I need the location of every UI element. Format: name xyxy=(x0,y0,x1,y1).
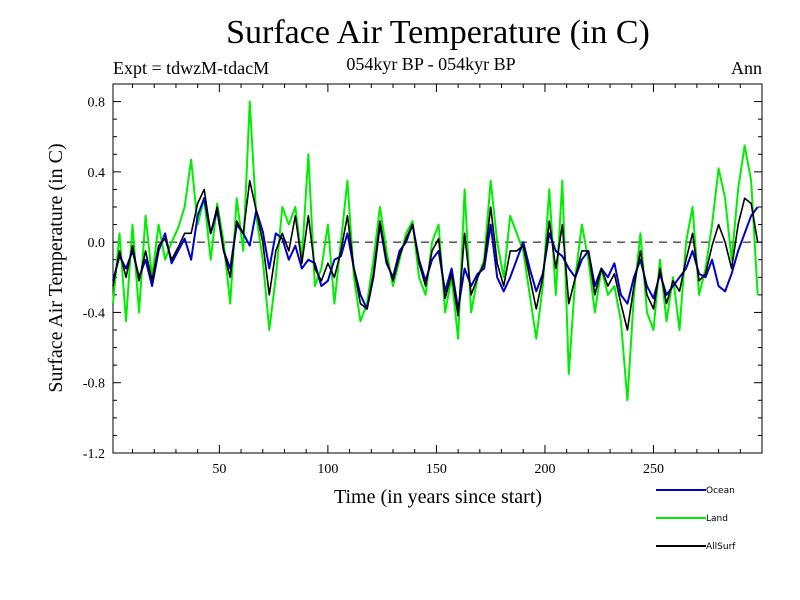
season-label: Ann xyxy=(731,58,762,78)
y-tick-label: -1.2 xyxy=(83,447,105,462)
y-tick-label: -0.8 xyxy=(83,377,105,392)
series-line-land xyxy=(112,100,759,402)
y-tick-label: 0.4 xyxy=(88,166,106,181)
plot-area-frame xyxy=(112,83,763,454)
y-tick-label: 0.8 xyxy=(88,96,106,111)
legend-label-land: Land xyxy=(706,514,728,524)
legend: Ocean Land AllSurf xyxy=(656,486,736,552)
experiment-label: Expt = tdwzM-tdacM xyxy=(113,58,270,78)
axis-ticks: 50 100 150 200 250 0.8 0.4 0.0 -0.4 -0.8 -1.2 xyxy=(83,83,762,477)
y-axis-title: Surface Air Temperature (in C) xyxy=(45,143,67,392)
period-label: 054kyr BP - 054kyr BP xyxy=(346,54,516,74)
chart-title: Surface Air Temperature (in C) xyxy=(226,14,650,51)
y-tick-label: 0.0 xyxy=(88,236,106,251)
series-line-allsurf xyxy=(112,179,759,331)
x-tick-label: 50 xyxy=(212,462,226,477)
x-tick-label: 100 xyxy=(317,462,338,477)
legend-label-ocean: Ocean xyxy=(706,486,735,496)
x-tick-label: 250 xyxy=(643,462,664,477)
x-axis-title: Time (in years since start) xyxy=(334,486,542,508)
legend-label-allsurf: AllSurf xyxy=(706,542,736,552)
x-tick-label: 200 xyxy=(534,462,555,477)
y-tick-label: -0.4 xyxy=(83,306,105,321)
series-layer xyxy=(112,100,759,402)
x-tick-label: 150 xyxy=(426,462,447,477)
